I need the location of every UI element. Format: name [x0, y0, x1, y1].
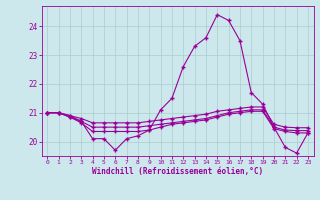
X-axis label: Windchill (Refroidissement éolien,°C): Windchill (Refroidissement éolien,°C): [92, 167, 263, 176]
